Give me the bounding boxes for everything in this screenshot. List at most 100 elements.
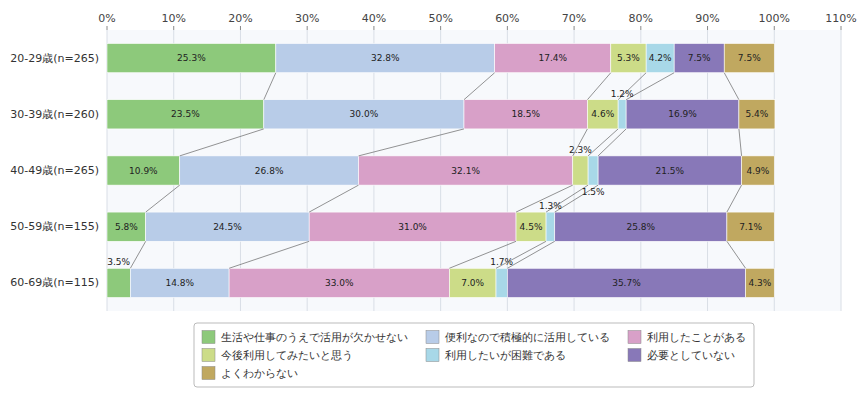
bar-segment <box>674 43 724 72</box>
data-label: 33.0% <box>325 278 354 288</box>
data-label: 25.3% <box>177 53 206 63</box>
bar-segment <box>464 100 587 129</box>
data-label: 5.8% <box>115 222 138 232</box>
category-label: 20-29歳(n=265) <box>10 52 99 65</box>
data-label: 1.5% <box>582 187 605 197</box>
bar-segment <box>180 156 359 185</box>
bar-segment <box>724 43 774 72</box>
tick-label: 70% <box>562 12 586 25</box>
data-label: 1.2% <box>611 89 634 99</box>
data-label: 17.4% <box>538 53 567 63</box>
connector-line <box>309 185 358 212</box>
data-label: 25.8% <box>627 222 656 232</box>
legend-label: 必要としていない <box>647 349 735 362</box>
bar-segment <box>449 268 496 297</box>
bar-segment <box>626 100 739 129</box>
legend-item: 今後利用してみたいと思う <box>202 349 353 362</box>
legend: 生活や仕事のうえで活用が欠かせない 便利なので積極的に活用している 利用したことがあ… <box>194 323 754 387</box>
bar-segment <box>739 100 775 129</box>
legend-swatch <box>202 349 215 362</box>
bar-segment <box>107 156 180 185</box>
tick-label: 40% <box>362 12 386 25</box>
connector-line <box>588 129 618 156</box>
bar-segment <box>309 212 516 241</box>
legend-label: 利用したことがある <box>647 331 746 344</box>
bars <box>107 43 775 297</box>
tick-label: 80% <box>629 12 653 25</box>
data-label: 5.4% <box>745 109 768 119</box>
bar-segment <box>573 156 588 185</box>
tick-mark <box>107 26 108 30</box>
bar-segment <box>587 100 618 129</box>
legend-frame <box>194 323 754 387</box>
bar-segment <box>107 268 130 297</box>
bar-segment <box>727 212 774 241</box>
grid-line <box>841 30 842 311</box>
connector-line <box>516 185 573 212</box>
bar-segment <box>359 156 573 185</box>
bar-segment <box>107 43 276 72</box>
chart: 0%10%20%30%40%50%60%70%80%90%100%110%20-… <box>0 0 865 393</box>
data-label: 24.5% <box>213 222 242 232</box>
tick-mark <box>841 26 842 30</box>
data-label: 10.9% <box>129 166 158 176</box>
bar-segment <box>146 212 309 241</box>
connector-line <box>727 185 742 212</box>
data-label: 2.3% <box>569 145 592 155</box>
connector-line <box>727 241 746 268</box>
plot-area <box>107 30 841 311</box>
data-label: 16.9% <box>668 109 697 119</box>
tick-label: 30% <box>295 12 319 25</box>
connector-line <box>739 129 742 156</box>
legend-item: よくわからない <box>202 367 298 380</box>
bar-segment <box>546 212 555 241</box>
data-label: 7.1% <box>739 222 762 232</box>
data-label: 30.0% <box>350 109 379 119</box>
legend-swatch <box>426 331 439 344</box>
connector-line <box>724 73 739 100</box>
bar-segment <box>646 43 674 72</box>
connector-line <box>507 241 554 268</box>
tick-mark <box>173 26 174 30</box>
tick-mark <box>574 26 575 30</box>
connector-line <box>130 241 145 268</box>
bar-segment <box>618 100 626 129</box>
data-label: 4.3% <box>748 278 771 288</box>
grid <box>107 30 841 311</box>
data-label: 23.5% <box>171 109 200 119</box>
tick-label: 10% <box>162 12 186 25</box>
bar-segment <box>107 212 146 241</box>
data-label: 35.7% <box>612 278 641 288</box>
data-label: 3.5% <box>107 257 130 267</box>
category-label: 60-69歳(n=115) <box>10 276 99 289</box>
connector-line <box>464 73 495 100</box>
category-label: 40-49歳(n=265) <box>10 164 99 177</box>
bar-segment <box>555 212 727 241</box>
data-label: 7.5% <box>738 53 761 63</box>
connector-line <box>449 241 516 268</box>
tick-mark <box>307 26 308 30</box>
legend-item: 便利なので積極的に活用している <box>426 331 610 344</box>
data-label: 32.8% <box>371 53 400 63</box>
category-label: 30-39歳(n=260) <box>10 108 99 121</box>
bar-segment <box>229 268 449 297</box>
legend-item: 利用したことがある <box>628 331 746 344</box>
bar-segment <box>742 156 775 185</box>
connector-line <box>229 241 309 268</box>
data-label: 18.5% <box>511 109 540 119</box>
tick-label: 0% <box>98 12 115 25</box>
tick-mark <box>440 26 441 30</box>
legend-item: 生活や仕事のうえで活用が欠かせない <box>202 331 408 344</box>
legend-item: 利用したいが困難である <box>426 349 566 362</box>
connector-line <box>587 73 610 100</box>
legend-label: 今後利用してみたいと思う <box>221 349 353 362</box>
connector-line <box>359 129 464 156</box>
y-axis: 20-29歳(n=265)30-39歳(n=260)40-49歳(n=265)5… <box>10 52 99 290</box>
bar-segment <box>496 268 507 297</box>
tick-mark <box>774 26 775 30</box>
tick-mark <box>240 26 241 30</box>
bar-segment <box>495 43 611 72</box>
bar-segment <box>107 100 264 129</box>
tick-label: 20% <box>228 12 252 25</box>
tick-label: 60% <box>495 12 519 25</box>
